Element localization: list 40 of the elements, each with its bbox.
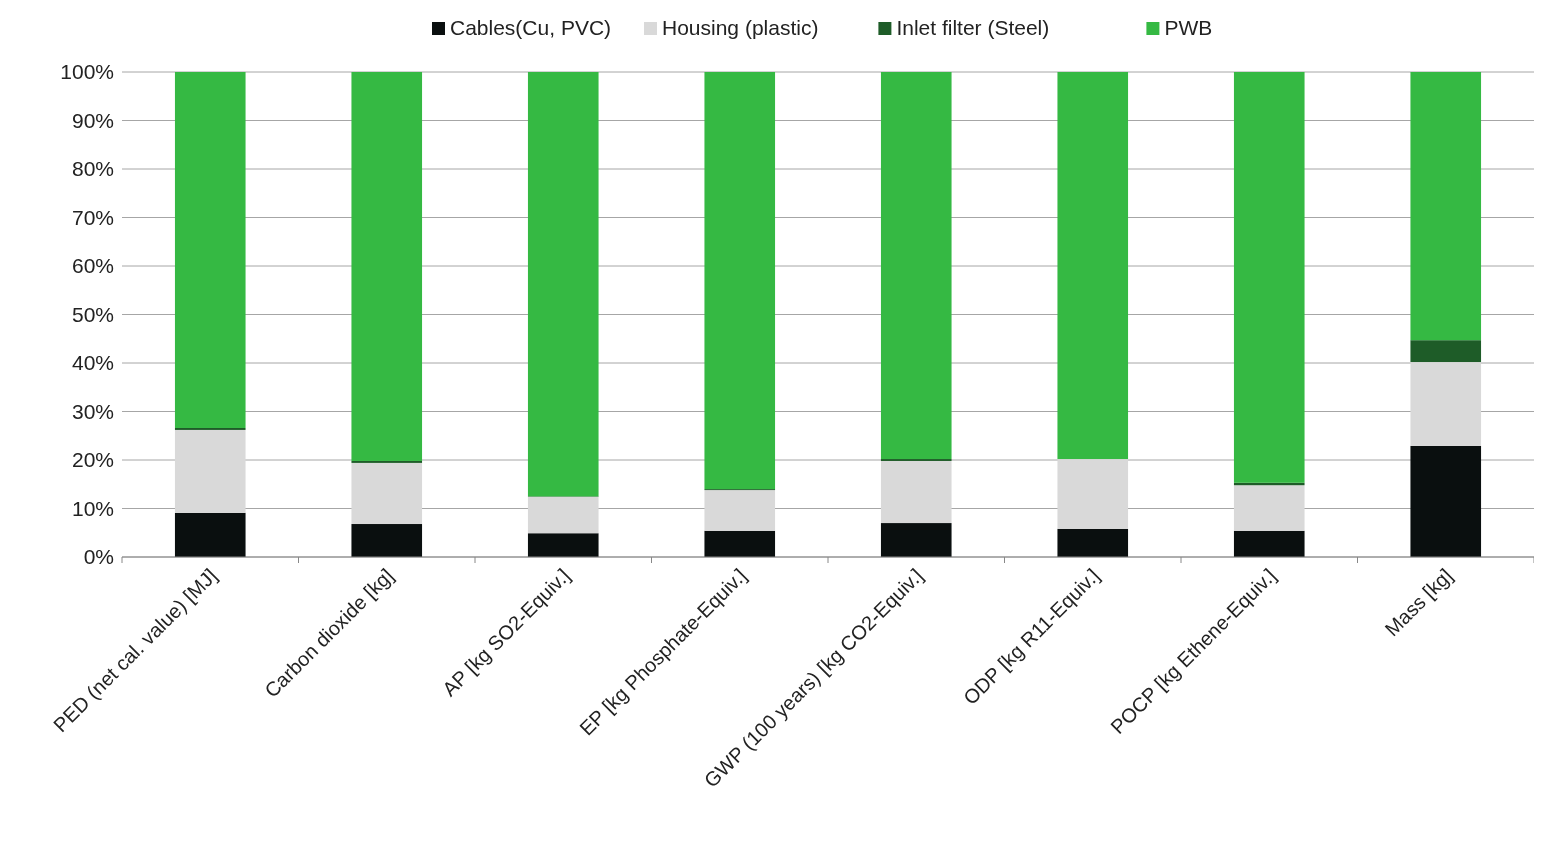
legend-label: Cables(Cu, PVC)	[450, 16, 612, 40]
bar	[704, 530, 776, 557]
y-tick-label: 30%	[71, 399, 114, 423]
bar	[1057, 459, 1129, 529]
y-tick-label: 100%	[60, 60, 114, 84]
bar	[1410, 362, 1482, 446]
bar	[174, 512, 246, 557]
y-tick-label: 50%	[71, 302, 114, 326]
bar	[1233, 530, 1305, 557]
bar	[880, 460, 952, 524]
bar	[1410, 340, 1482, 363]
bar	[704, 72, 776, 490]
bar	[880, 72, 952, 460]
bar	[351, 524, 423, 557]
bar	[1410, 72, 1482, 341]
bar	[1057, 528, 1129, 557]
bar	[351, 462, 423, 525]
y-tick-label: 40%	[71, 351, 114, 375]
bar	[527, 496, 599, 534]
y-tick-label: 60%	[71, 254, 114, 278]
bar	[1233, 485, 1305, 531]
bar	[704, 490, 776, 531]
bar	[1233, 72, 1305, 483]
y-tick-label: 0%	[83, 545, 114, 569]
y-tick-label: 10%	[71, 496, 114, 520]
legend-label: Inlet filter (Steel)	[896, 16, 1050, 40]
bar	[880, 523, 952, 557]
bar	[174, 72, 246, 428]
y-tick-label: 20%	[71, 448, 114, 472]
bar	[174, 429, 246, 513]
bar	[1410, 445, 1482, 557]
y-tick-label: 90%	[71, 108, 114, 132]
y-tick-label: 70%	[71, 205, 114, 229]
legend-label: PWB	[1164, 16, 1213, 40]
y-tick-label: 80%	[71, 157, 114, 181]
bar	[527, 533, 599, 557]
bar	[527, 72, 599, 497]
bar	[351, 72, 423, 461]
legend-label: Housing (plastic)	[662, 16, 819, 40]
bar	[1057, 72, 1129, 460]
